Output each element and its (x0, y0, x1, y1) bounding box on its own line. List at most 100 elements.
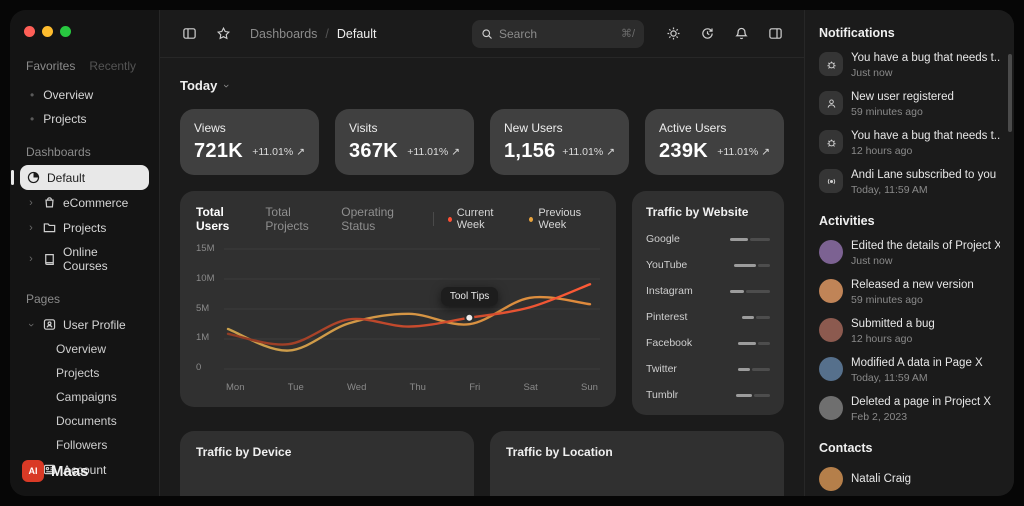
tab-recently[interactable]: Recently (89, 59, 137, 73)
favorite-button[interactable] (210, 21, 236, 47)
stat-value: 721K (194, 140, 244, 162)
site-row-twitter: Twitter (646, 363, 770, 375)
avatar (819, 318, 843, 342)
search-shortcut: ⌘/ (620, 28, 635, 40)
main-header: Dashboards / Default ⌘/ (160, 10, 804, 58)
sidebar-item-ecommerce[interactable]: › eCommerce (20, 190, 149, 215)
activity-item[interactable]: Deleted a page in Project X Feb 2, 2023 (819, 396, 1000, 423)
sidebar-item-account[interactable]: › Account (20, 457, 149, 482)
traffic-bar-segment (736, 393, 752, 397)
activities-title: Activities (819, 214, 875, 228)
sidebar-subitem-campaigns[interactable]: Campaigns (56, 390, 117, 404)
toggle-right-panel-button[interactable] (762, 21, 788, 47)
sidebar-subitem-overview[interactable]: Overview (56, 342, 107, 356)
toggle-sidebar-button[interactable] (176, 21, 202, 47)
legend-dot-icon (447, 216, 452, 222)
section-pages: Pages (26, 292, 61, 306)
chart-y-axis: 15M 10M 5M 1M 0 (196, 243, 215, 373)
sidebar-item-default[interactable]: Default (11, 165, 149, 190)
main-area: Dashboards / Default ⌘/ (160, 10, 804, 496)
breadcrumb-separator: / (325, 26, 329, 41)
traffic-bar-segment (734, 263, 756, 267)
legend-previous-week[interactable]: Previous Week (529, 207, 600, 231)
traffic-bar (742, 315, 770, 319)
right-panel: Notifications You have a bug that needs … (804, 10, 1014, 496)
sidebar-item-label: Projects (43, 112, 87, 126)
sidebar-item-online-courses[interactable]: › Online Courses (20, 240, 149, 278)
breadcrumb-default[interactable]: Default (336, 26, 377, 41)
notifications-button[interactable] (728, 21, 754, 47)
traffic-bar-segment (758, 263, 770, 267)
activity-item[interactable]: Modified A data in Page X Today, 11:59 A… (819, 357, 1000, 384)
card-title: Traffic by Device (196, 445, 292, 459)
activity-item[interactable]: Released a new version 59 minutes ago (819, 279, 1000, 306)
traffic-bar (734, 263, 770, 267)
tab-total-projects[interactable]: Total Projects (265, 205, 309, 233)
stat-delta: +11.01% ↗ (562, 145, 615, 158)
sidebar-subitem-documents[interactable]: Documents (56, 414, 117, 428)
avatar (819, 396, 843, 420)
stat-card-visits: Visits 367K +11.01% ↗ (335, 109, 474, 175)
avatar (819, 240, 843, 264)
zoom-window-button[interactable] (60, 26, 71, 37)
search-box: ⌘/ (472, 19, 644, 48)
avatar (819, 357, 843, 381)
chart-legend: Current Week Previous Week (447, 207, 600, 231)
notification-item[interactable]: You have a bug that needs t... 12 hours … (819, 130, 1000, 157)
sidebar-item-projects-fav[interactable]: • Projects (20, 107, 149, 131)
sidebar-item-user-profile[interactable]: › User Profile (20, 312, 149, 337)
book-icon (42, 252, 57, 267)
notification-item[interactable]: New user registered 59 minutes ago (819, 91, 1000, 118)
activity-item[interactable]: Submitted a bug 12 hours ago (819, 318, 1000, 345)
site-row-instagram: Instagram (646, 285, 770, 297)
activity-item[interactable]: Edited the details of Project X Just now (819, 240, 1000, 267)
notification-item[interactable]: You have a bug that needs t... Just now (819, 52, 1000, 79)
traffic-by-device-card: Traffic by Device (180, 431, 474, 496)
sidebar-subitem-followers[interactable]: Followers (56, 438, 108, 452)
app-logo[interactable]: AI Maas (22, 460, 89, 482)
traffic-bar (736, 393, 770, 397)
pie-chart-icon (26, 170, 41, 185)
close-window-button[interactable] (24, 26, 35, 37)
history-icon (700, 26, 715, 41)
scrollbar-thumb[interactable] (1008, 54, 1012, 132)
traffic-by-website-card: Traffic by Website Google YouTube Instag… (632, 191, 784, 415)
date-filter[interactable]: Today › (180, 78, 232, 93)
search-icon (481, 28, 493, 40)
app-window: Favorites Recently • Overview • Projects… (10, 10, 1014, 496)
legend-current-week[interactable]: Current Week (447, 207, 514, 231)
theme-toggle-button[interactable] (660, 21, 686, 47)
notification-item[interactable]: Andi Lane subscribed to you Today, 11:59… (819, 169, 1000, 196)
breadcrumb-dashboards[interactable]: Dashboards (250, 26, 318, 41)
tab-favorites[interactable]: Favorites (26, 59, 76, 73)
traffic-bar-segment (746, 289, 770, 293)
trend-up-icon: ↗ (296, 145, 305, 158)
section-dashboards: Dashboards (26, 145, 91, 159)
sidebar-item-overview[interactable]: • Overview (20, 83, 149, 107)
tab-operating-status[interactable]: Operating Status (341, 205, 394, 233)
minimize-window-button[interactable] (42, 26, 53, 37)
history-button[interactable] (694, 21, 720, 47)
sun-icon (666, 26, 681, 41)
sidebar-subitem-projects[interactable]: Projects (56, 366, 100, 380)
bug-icon (819, 130, 843, 154)
window-controls (20, 24, 149, 37)
chevron-right-icon: › (29, 221, 33, 234)
site-row-tumblr: Tumblr (646, 389, 770, 401)
chevron-right-icon: › (29, 253, 33, 265)
sidebar: Favorites Recently • Overview • Projects… (10, 10, 160, 496)
legend-dot-icon (529, 216, 534, 222)
avatar (819, 467, 843, 491)
sidebar-item-projects[interactable]: › Projects (20, 215, 149, 240)
logo-badge-icon: AI (22, 460, 44, 482)
sidebar-tabs: Favorites Recently (26, 59, 143, 73)
contact-item[interactable]: Natali Craig (819, 467, 1000, 491)
trend-up-icon: ↗ (761, 145, 770, 158)
stat-label: Active Users (659, 121, 727, 135)
chart-x-axis: Mon Tue Wed Thu Fri Sat Sun (226, 382, 598, 393)
tab-total-users[interactable]: Total Users (196, 205, 230, 233)
bullet-icon: • (30, 112, 35, 126)
search-input[interactable] (499, 26, 615, 41)
sidebar-item-label: eCommerce (63, 195, 129, 210)
line-chart (224, 248, 600, 370)
